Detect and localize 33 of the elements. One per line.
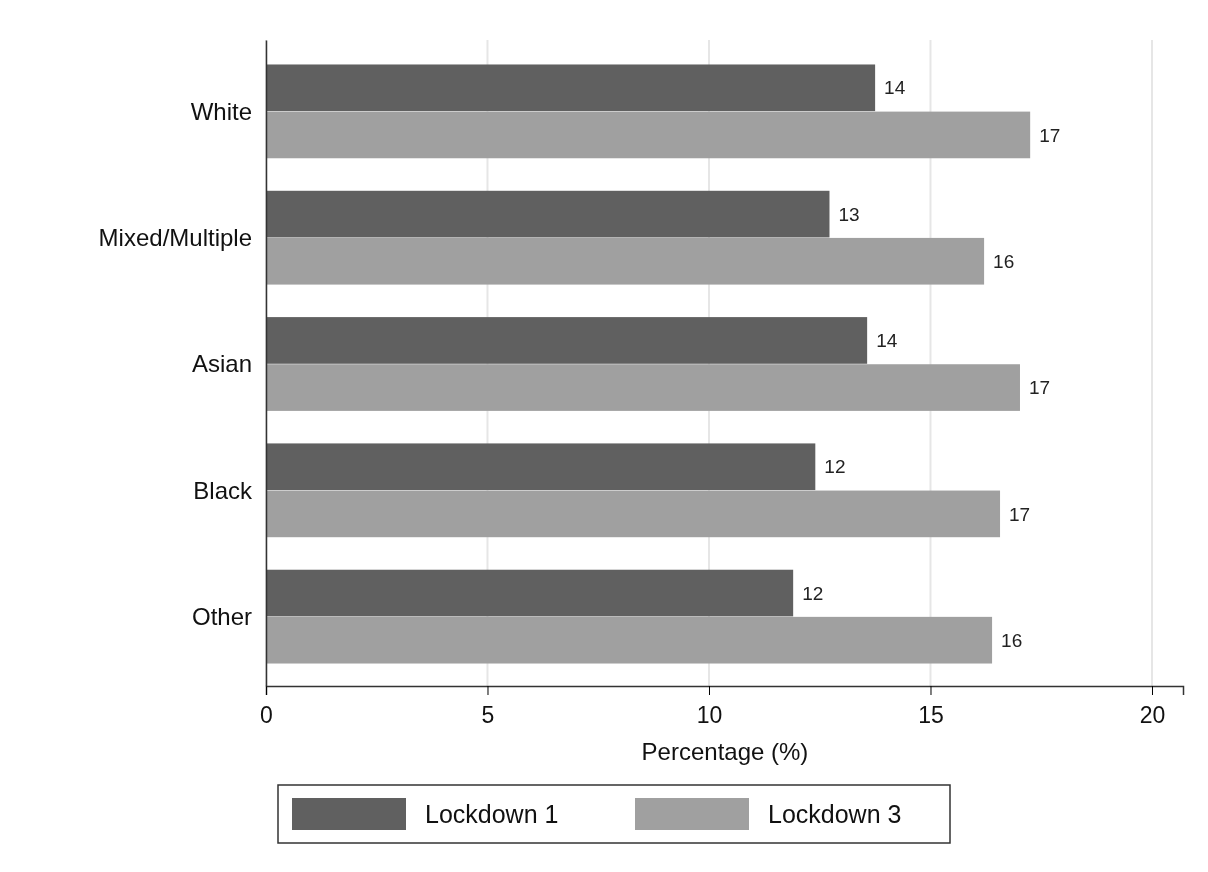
data-label: 12 — [802, 582, 824, 604]
data-label: 14 — [876, 330, 898, 352]
bar — [266, 190, 830, 238]
bar — [266, 490, 1001, 538]
data-label: 17 — [1039, 124, 1061, 146]
legend-label: Lockdown 1 — [425, 799, 559, 828]
y-tick-label: White — [190, 97, 252, 125]
data-label: 17 — [1028, 377, 1051, 399]
bar — [266, 443, 816, 491]
y-tick-label: Mixed/Multiple — [98, 224, 252, 252]
legend-label: Lockdown 3 — [768, 799, 902, 828]
bar — [266, 317, 868, 364]
bar — [266, 64, 876, 112]
data-label: 13 — [838, 203, 860, 225]
data-label: 16 — [993, 250, 1015, 272]
bar — [266, 364, 1020, 411]
bar — [266, 569, 794, 617]
y-tick-label: Black — [193, 476, 253, 504]
data-label: 12 — [824, 456, 846, 478]
x-tick-label: 0 — [260, 702, 273, 729]
data-label: 17 — [1009, 503, 1031, 525]
x-tick-label: 15 — [918, 702, 944, 729]
x-tick-label: 5 — [481, 702, 495, 729]
x-axis-title: Percentage (%) — [641, 738, 809, 765]
data-label: 14 — [884, 77, 906, 99]
y-tick-label: Asian — [191, 350, 252, 378]
x-tick-label: 20 — [1139, 702, 1166, 729]
bar — [266, 616, 993, 664]
bar — [266, 111, 1031, 159]
data-label: 16 — [1001, 629, 1023, 651]
y-tick-label: Other — [191, 603, 252, 631]
bar — [266, 237, 985, 285]
x-tick-label: 10 — [696, 702, 723, 729]
